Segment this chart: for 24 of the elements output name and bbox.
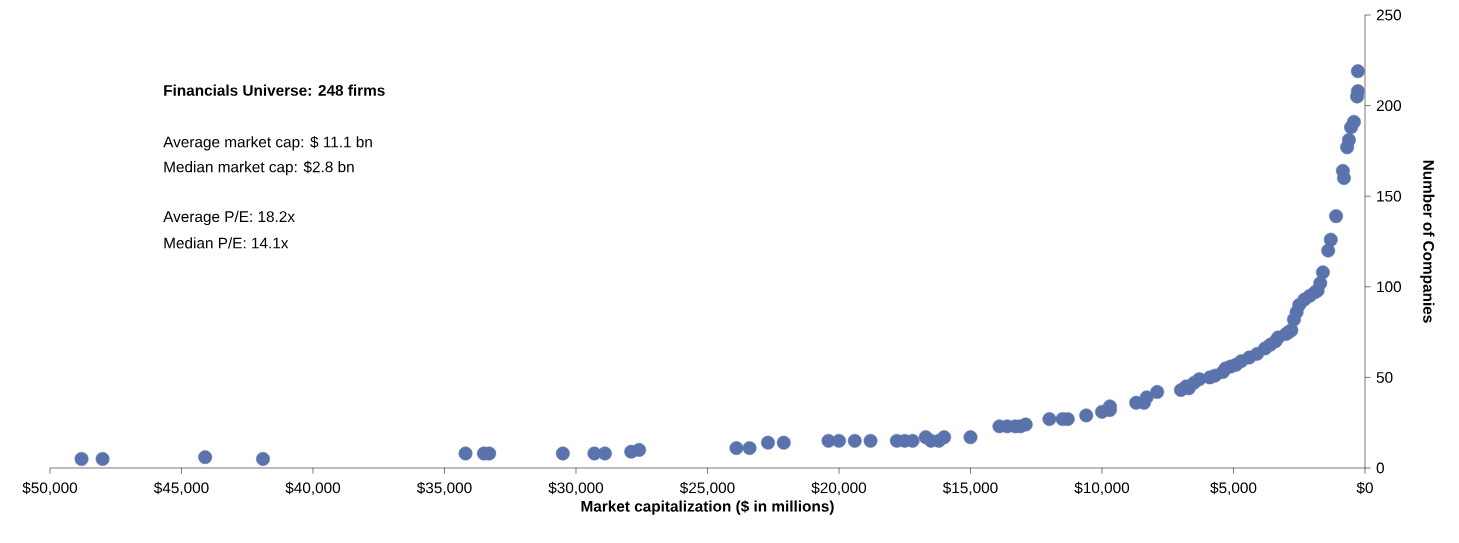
x-tick-label: $20,000 [811,481,867,496]
y-tick-label: 150 [1377,190,1402,202]
annotation: Average market cap: $ 11.1 bn [163,135,372,151]
annotation: Median market cap: $2.8 bn [164,160,354,176]
x-tick-label: $40,000 [285,481,341,496]
annotation: Average P/E: 18.2x [163,210,295,226]
x-axis-title: Market capitalization ($ in millions) [581,500,834,515]
y-tick-label: 0 [1376,462,1384,474]
x-tick-label: $0 [1356,481,1373,495]
y-axis-title: Number of Companies [1420,160,1435,323]
x-tick-label: $10,000 [1074,481,1130,496]
x-tick-label: $50,000 [22,481,78,496]
y-tick-label: 250 [1376,9,1402,21]
annotation: Median P/E: 14.1x [164,237,289,249]
x-tick-label: $45,000 [153,481,209,496]
x-tick-label: $25,000 [679,481,735,496]
text: Financials Universe: 248 firms [164,84,385,96]
x-tick-label: $5,000 [1210,481,1257,496]
y-tick-label: 200 [1376,100,1402,112]
y-tick-label: 50 [1376,371,1393,383]
x-tick-label: $15,000 [942,481,998,496]
x-tick-label: $30,000 [548,481,604,496]
y-tick-label: 100 [1377,281,1402,293]
x-tick-label: $35,000 [416,481,472,496]
